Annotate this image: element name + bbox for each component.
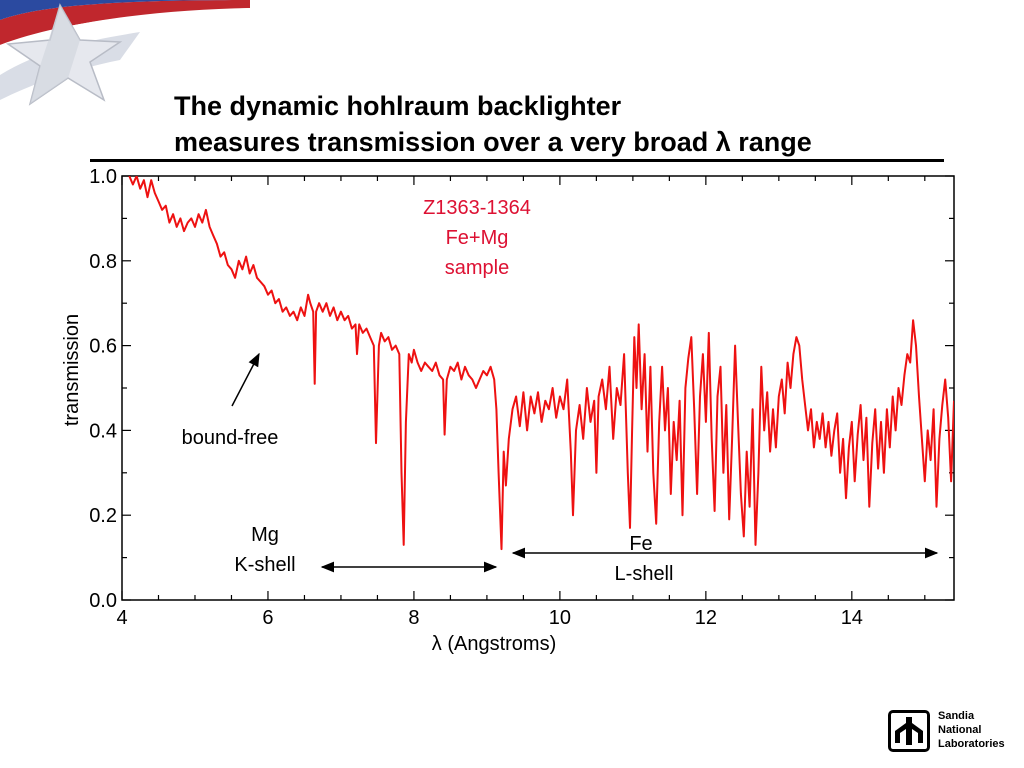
mg-label-line-1: Mg [251,524,279,546]
logo-line-2: National [938,724,982,736]
blue-field [0,0,250,20]
plot-frame [121,175,955,601]
title-line-1: The dynamic hohlraum backlighter [174,91,622,121]
transmission-series-line [128,176,954,551]
axis-ticks [121,175,954,601]
logo-line-1: Sandia [938,710,975,722]
x-tick-labels: 4 6 8 10 12 14 [116,607,863,629]
mg-label-line-2: K-shell [234,554,295,576]
sandia-logo: Sandia National Laboratories [888,706,1018,756]
y-tick-label: 0.4 [89,420,117,442]
title-line-2: measures transmission over a very broad … [174,127,812,157]
star-shade [30,5,80,104]
x-tick-label: 10 [549,607,571,629]
x-tick-label: 12 [695,607,717,629]
y-tick-labels: 0.0 0.2 0.4 0.6 0.8 1.0 [89,166,117,612]
logo-wordmark: Sandia National Laboratories [938,709,1005,751]
x-tick-label: 8 [408,607,419,629]
x-tick-label: 4 [116,607,127,629]
y-tick-label: 0.0 [89,590,117,612]
bound-free-label: bound-free [182,427,279,449]
y-tick-label: 0.6 [89,336,117,358]
sample-label-line-3: sample [445,257,509,279]
logo-line-3: Laboratories [938,738,1005,750]
slide-title: The dynamic hohlraum backlighter measure… [174,88,812,160]
y-axis-label: transmission [61,314,83,426]
y-tick-label: 0.2 [89,505,117,527]
y-tick-label: 0.8 [89,251,117,273]
x-tick-label: 14 [841,607,863,629]
sample-label-line-2: Fe+Mg [446,227,509,249]
sample-label-line-1: Z1363-1364 [423,197,531,219]
thunderbird-logo-icon [888,710,930,752]
y-tick-label: 1.0 [89,166,117,188]
fe-label-line-1: Fe [629,533,652,555]
corner-flag-graphic [0,0,250,106]
x-axis-label: λ (Angstroms) [432,633,556,655]
title-underline [90,159,944,162]
bound-free-arrow [231,352,260,407]
fe-label-line-2: L-shell [615,563,674,585]
x-tick-label: 6 [262,607,273,629]
